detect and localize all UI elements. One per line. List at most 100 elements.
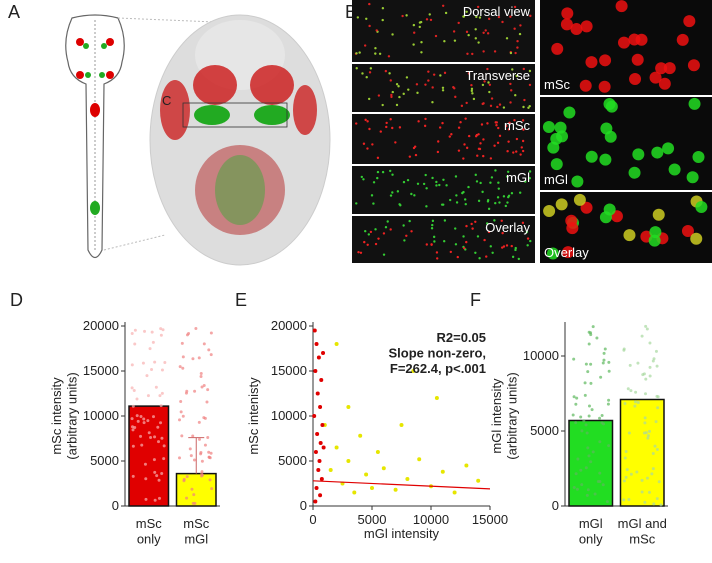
cell [436,150,440,154]
cell [500,246,504,249]
y-tick-label: 0 [552,498,559,513]
point-cloud [159,421,163,425]
cell [389,194,393,197]
cell [425,187,428,190]
cell [475,15,478,19]
point-cloud [643,421,647,425]
point-cloud [131,404,135,408]
y-tick-label: 0 [112,498,119,513]
cell [486,32,490,35]
cell [368,24,371,28]
point-cloud [159,333,163,337]
cell [585,150,598,163]
cell [470,222,473,226]
cell [509,15,512,18]
point-cloud [648,374,652,378]
cell [513,27,516,30]
point-cloud [654,349,658,353]
cell [471,92,474,95]
cell [366,120,369,123]
point-cloud [589,333,593,337]
point-cloud [591,450,595,454]
point-cloud [189,454,193,458]
cell [381,7,385,10]
cell [496,196,500,199]
cell [391,33,394,36]
cell [514,246,517,250]
point-cloud [622,479,626,483]
point [316,355,321,360]
point-cloud [200,459,204,463]
point [434,396,439,400]
point-cloud [624,450,628,454]
cell [395,103,399,107]
cell [377,237,380,240]
cell [429,18,433,22]
point-cloud [600,414,604,418]
cell [355,52,358,55]
point [399,423,404,427]
cell [424,83,427,86]
point-cloud [210,487,214,491]
cell [389,118,392,121]
cell [690,232,703,245]
point-cloud [159,327,163,331]
point-cloud [598,471,602,475]
cell [402,92,405,96]
point-cloud [571,413,575,417]
cell [448,135,451,138]
cell [489,245,492,248]
cell [410,192,413,196]
cell [523,98,526,102]
point-cloud [643,392,647,396]
cell [482,154,485,158]
cell [551,42,564,55]
point-cloud [202,383,206,387]
cell [416,91,419,95]
cell [424,117,427,121]
bar [619,398,665,507]
cell [604,130,617,143]
cell [475,180,479,183]
point-cloud [586,370,590,374]
cell [391,126,394,130]
cell [585,56,598,69]
point-cloud [585,431,589,435]
x-axis-label: mGl intensity [364,526,440,541]
cell [506,201,509,204]
cell [416,182,420,185]
cell [455,201,459,204]
cell [563,106,576,119]
cell [525,230,529,234]
point-cloud [589,460,593,464]
cell [441,89,445,92]
micrograph [352,166,535,214]
bar [568,419,614,507]
error-bar [188,437,205,474]
cell [474,28,477,31]
point-cloud [654,420,658,424]
cell [477,133,480,136]
cell [406,178,410,182]
point-cloud [149,436,153,440]
point-cloud [203,416,207,420]
cell [519,24,522,27]
cell [387,55,391,58]
point-cloud [206,388,210,392]
point-cloud [584,466,588,470]
point-cloud [607,369,611,373]
point-cloud [640,334,644,338]
point-cloud [185,389,189,393]
cell [363,44,367,47]
cell [422,182,426,186]
point-cloud [652,357,656,361]
cell [676,33,689,46]
point-cloud [574,402,578,406]
cell [376,156,380,160]
cell [438,183,441,187]
cell [381,170,385,174]
cell [490,97,494,100]
cell [580,201,593,214]
point-cloud [655,448,659,452]
cell [463,143,466,146]
